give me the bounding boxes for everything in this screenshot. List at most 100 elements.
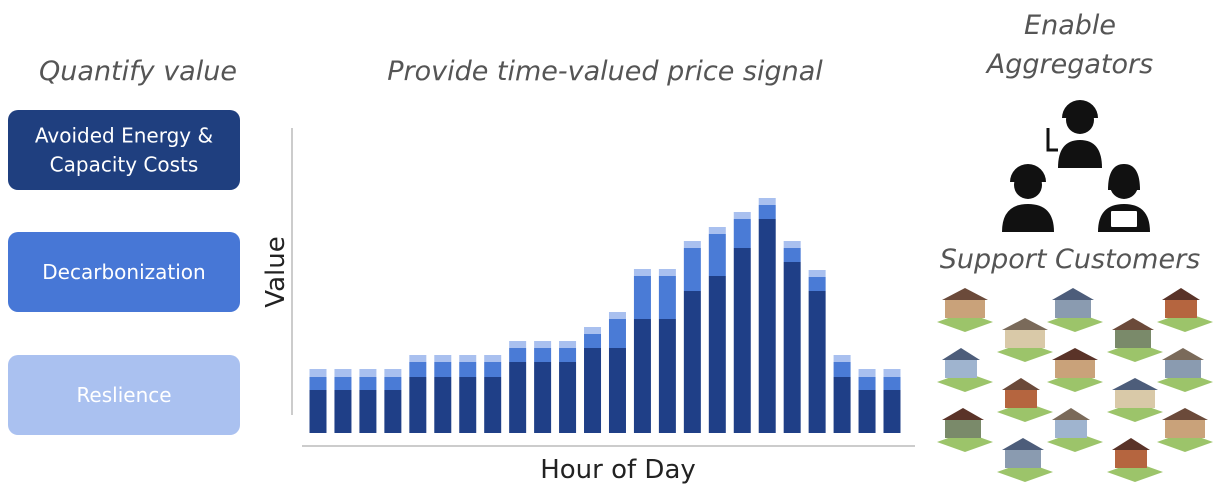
- bar-segment: [359, 377, 376, 390]
- bar-segment: [384, 369, 401, 377]
- bar-segment: [359, 369, 376, 377]
- bar-segment: [659, 276, 676, 319]
- bar-segment: [509, 362, 526, 433]
- bar-segment: [484, 362, 501, 377]
- bar-segment: [509, 348, 526, 362]
- right-subtitle: Support Customers: [940, 244, 1201, 275]
- bar-segment: [759, 219, 776, 433]
- bar-segment: [659, 269, 676, 276]
- bar-segment: [334, 390, 351, 433]
- bar-segment: [709, 276, 726, 433]
- bar-segment: [834, 377, 851, 433]
- house-wall: [1115, 450, 1147, 468]
- house-roof: [1052, 408, 1090, 420]
- bar-segment: [534, 348, 551, 362]
- right-title: Aggregators: [985, 49, 1153, 80]
- house-wall: [1005, 330, 1045, 348]
- house-roof: [1052, 348, 1098, 360]
- bar-segment: [310, 377, 327, 390]
- bar-segment: [534, 341, 551, 348]
- bar-segment: [584, 348, 601, 433]
- bar-segment: [809, 277, 826, 291]
- bar-segment: [834, 355, 851, 362]
- bar-segment: [784, 262, 801, 433]
- bar-segment: [334, 377, 351, 390]
- house-roof: [942, 348, 980, 360]
- bar-segment: [384, 377, 401, 390]
- house-wall: [1165, 420, 1205, 438]
- bar-segment: [884, 390, 901, 433]
- bar-segment: [484, 377, 501, 433]
- bar-segment: [310, 390, 327, 433]
- right-title: Enable: [1024, 10, 1116, 41]
- bar-segment: [459, 377, 476, 433]
- bar-segment: [859, 369, 876, 377]
- bar-segment: [584, 334, 601, 348]
- bar-segment: [834, 362, 851, 377]
- house-roof: [942, 408, 984, 420]
- bar-segment: [584, 327, 601, 334]
- bar-segment: [409, 362, 426, 377]
- bar-segment: [634, 319, 651, 433]
- bar-segment: [609, 348, 626, 433]
- house-roof: [1162, 288, 1200, 300]
- bar-segment: [559, 348, 576, 362]
- house-roof: [1112, 318, 1154, 330]
- value-box-label: Decarbonization: [42, 260, 205, 284]
- house-wall: [1115, 330, 1151, 348]
- bar-segment: [684, 248, 701, 291]
- bar-segment: [359, 390, 376, 433]
- bar-segment: [709, 227, 726, 234]
- bar-segment: [484, 355, 501, 362]
- bar-segment: [809, 270, 826, 277]
- bar-segment: [759, 205, 776, 219]
- bar-segment: [609, 312, 626, 319]
- value-box-label: Avoided Energy &: [35, 124, 213, 148]
- house-roof: [1112, 438, 1150, 450]
- aggregator-icons: [1002, 100, 1150, 232]
- x-axis-label: Hour of Day: [540, 455, 696, 485]
- house-wall: [945, 420, 981, 438]
- house-wall: [945, 300, 985, 318]
- bar-segment: [634, 276, 651, 319]
- house-roof: [1002, 378, 1040, 390]
- bar-segment: [884, 377, 901, 390]
- house-roof: [1002, 318, 1048, 330]
- bar-segment: [784, 248, 801, 262]
- bar-segment: [709, 234, 726, 276]
- value-box-label: Reslience: [76, 383, 171, 407]
- bar-segment: [734, 212, 751, 219]
- bar-segment: [509, 341, 526, 348]
- bar-segment: [759, 198, 776, 205]
- house-roof: [1052, 288, 1094, 300]
- bar-segment: [534, 362, 551, 433]
- house-wall: [1055, 360, 1095, 378]
- bar-segment: [459, 355, 476, 362]
- house-wall: [1165, 360, 1201, 378]
- house-wall: [1115, 390, 1155, 408]
- customer-houses: [937, 288, 1213, 482]
- left-title: Quantify value: [39, 56, 237, 87]
- house-wall: [1165, 300, 1197, 318]
- bar-segment: [684, 241, 701, 248]
- bar-segment: [434, 355, 451, 362]
- value-box: [8, 110, 240, 190]
- bar-segment: [859, 390, 876, 433]
- house-wall: [945, 360, 977, 378]
- house-wall: [1055, 420, 1087, 438]
- bar-segment: [859, 377, 876, 390]
- value-box-label: Capacity Costs: [50, 153, 199, 177]
- bar-segment: [310, 369, 327, 377]
- bar-segment: [559, 341, 576, 348]
- house-wall: [1005, 450, 1041, 468]
- bar-segment: [409, 377, 426, 433]
- house-roof: [942, 288, 988, 300]
- house-roof: [1162, 408, 1208, 420]
- bar-segment: [684, 291, 701, 433]
- bar-segment: [384, 390, 401, 433]
- house-roof: [1112, 378, 1158, 390]
- y-axis-label: Value: [261, 236, 291, 307]
- house-roof: [1162, 348, 1204, 360]
- chart-title: Provide time-valued price signal: [387, 56, 823, 87]
- house-roof: [1002, 438, 1044, 450]
